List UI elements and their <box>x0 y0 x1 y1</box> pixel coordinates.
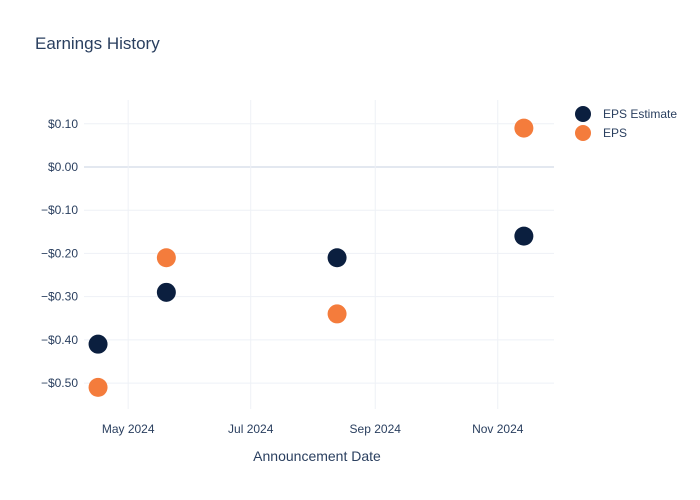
x-tick-label: May 2024 <box>102 422 155 436</box>
grid-layer <box>84 100 554 409</box>
y-tick-label: −$0.30 <box>41 290 78 304</box>
data-point-eps-estimate[interactable] <box>514 226 534 246</box>
axis-layer: $0.10 $0.00 −$0.10 −$0.20 −$0.30 −$0.40 −$0.50… <box>41 117 524 436</box>
x-tick-label: Jul 2024 <box>228 422 274 436</box>
y-tick-label: −$0.50 <box>41 376 78 390</box>
legend[interactable]: EPS Estimate EPS <box>575 106 677 141</box>
y-tick-label: $0.10 <box>48 117 78 131</box>
legend-marker <box>575 125 591 141</box>
data-point-eps-estimate[interactable] <box>88 334 108 354</box>
y-tick-label: $0.00 <box>48 160 78 174</box>
legend-label: EPS <box>603 126 627 140</box>
points-layer <box>88 118 534 397</box>
y-tick-label: −$0.10 <box>41 203 78 217</box>
legend-item-eps[interactable]: EPS <box>575 125 627 141</box>
legend-label: EPS Estimate <box>603 107 677 121</box>
data-point-eps[interactable] <box>514 118 534 138</box>
data-point-eps[interactable] <box>327 304 347 324</box>
data-point-eps-estimate[interactable] <box>327 248 347 268</box>
data-point-eps[interactable] <box>156 248 176 268</box>
legend-marker <box>575 106 591 122</box>
data-point-eps-estimate[interactable] <box>156 282 176 302</box>
x-axis-title: Announcement Date <box>253 448 381 464</box>
legend-item-eps-estimate[interactable]: EPS Estimate <box>575 106 677 122</box>
chart-title: Earnings History <box>35 34 160 53</box>
x-tick-label: Nov 2024 <box>472 422 524 436</box>
data-point-eps[interactable] <box>88 377 108 397</box>
y-tick-label: −$0.20 <box>41 246 78 260</box>
y-tick-label: −$0.40 <box>41 333 78 347</box>
x-tick-label: Sep 2024 <box>350 422 402 436</box>
